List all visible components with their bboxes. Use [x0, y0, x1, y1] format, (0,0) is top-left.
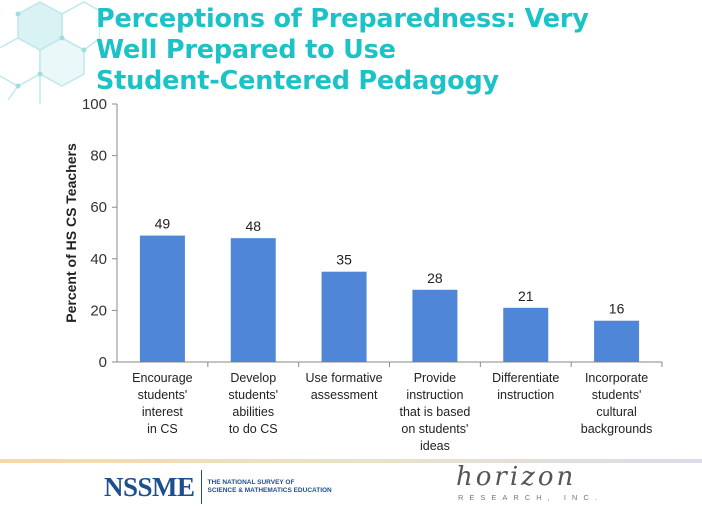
nssme-logo-group: NSSME THE NATIONAL SURVEY OF SCIENCE & M… [104, 470, 332, 504]
data-label: 16 [609, 301, 625, 317]
bar [230, 238, 276, 362]
x-category-label: Differentiate instruction [492, 371, 559, 402]
chart-title-line: Perceptions of Preparedness: Very [96, 4, 589, 34]
x-category-label-line: instruction [406, 388, 463, 402]
y-tick-label: 0 [99, 354, 107, 371]
x-category-label-line: that is based [399, 405, 470, 419]
horizon-logo-subtitle: RESEARCH, INC. [458, 493, 603, 502]
x-category-label-line: cultural [596, 405, 636, 419]
nssme-subtitle-line: SCIENCE & MATHEMATICS EDUCATION [207, 487, 332, 494]
x-category-label-line: instruction [497, 388, 554, 402]
bar [321, 271, 367, 362]
x-category-label: Develop students' abilities to do CS [228, 371, 278, 436]
x-category-label-line: Differentiate [492, 371, 559, 385]
y-tick-label: 80 [90, 148, 107, 165]
nssme-subtitle-line: THE NATIONAL SURVEY OF [207, 479, 295, 486]
x-category-label-line: students' [138, 388, 188, 402]
x-category-label-line: backgrounds [581, 422, 653, 436]
x-category-label-line: interest [142, 405, 184, 419]
hexagon-decoration-icon [0, 1, 100, 104]
chart-title-line: Well Prepared to Use [96, 35, 396, 65]
y-tick-label: 100 [82, 96, 107, 113]
x-category-label-line: students' [592, 388, 642, 402]
x-category-label-line: Encourage [132, 371, 193, 385]
x-category-label: Encourage students' interest in CS [132, 371, 193, 436]
y-tick-label: 40 [90, 251, 107, 268]
x-category-label: Incorporate students' cultural backgrounds [581, 371, 653, 436]
y-tick-label: 20 [90, 302, 107, 319]
nssme-subtitle: THE NATIONAL SURVEY OF SCIENCE & MATHEMA… [208, 479, 332, 495]
x-category-label-line: in CS [147, 422, 178, 436]
bar-chart: 0 20 40 60 80 100 Percent of HS CS Teachers 49 E… [63, 96, 663, 453]
x-category-label-line: assessment [311, 388, 378, 402]
x-category-label-line: abilities [232, 405, 274, 419]
bar [412, 289, 458, 362]
horizon-logo-script: horizon [456, 462, 577, 492]
chart-title: Perceptions of Preparedness: Very Well P… [96, 4, 696, 97]
data-label: 48 [245, 218, 261, 234]
x-category-label-line: to do CS [229, 422, 278, 436]
data-label: 49 [155, 216, 171, 232]
x-category-label-line: on students' [401, 422, 468, 436]
bar [503, 307, 549, 362]
footer-divider [0, 459, 702, 463]
x-category-label-line: Incorporate [585, 371, 648, 385]
x-category-label: Use formative assessment [306, 371, 383, 402]
data-label: 21 [518, 288, 534, 304]
chart-title-line: Student-Centered Pedagogy [96, 66, 499, 96]
horizon-research-logo: horizon RESEARCH, INC. [452, 462, 612, 510]
x-category-label-line: Use formative [306, 371, 383, 385]
y-tick-label: 60 [90, 199, 107, 216]
y-axis-label: Percent of HS CS Teachers [63, 143, 79, 323]
x-category-label-line: ideas [420, 439, 450, 453]
nssme-logo: NSSME [104, 471, 195, 502]
x-category-label-line: Provide [414, 371, 456, 385]
nssme-separator [200, 470, 202, 504]
data-label: 35 [336, 252, 352, 268]
data-label: 28 [427, 270, 443, 286]
x-category-label-line: Develop [230, 371, 276, 385]
x-category-label: Provide instruction that is based on studen… [399, 371, 470, 453]
bar [139, 235, 185, 362]
x-category-label-line: students' [228, 388, 278, 402]
bar [594, 320, 640, 362]
